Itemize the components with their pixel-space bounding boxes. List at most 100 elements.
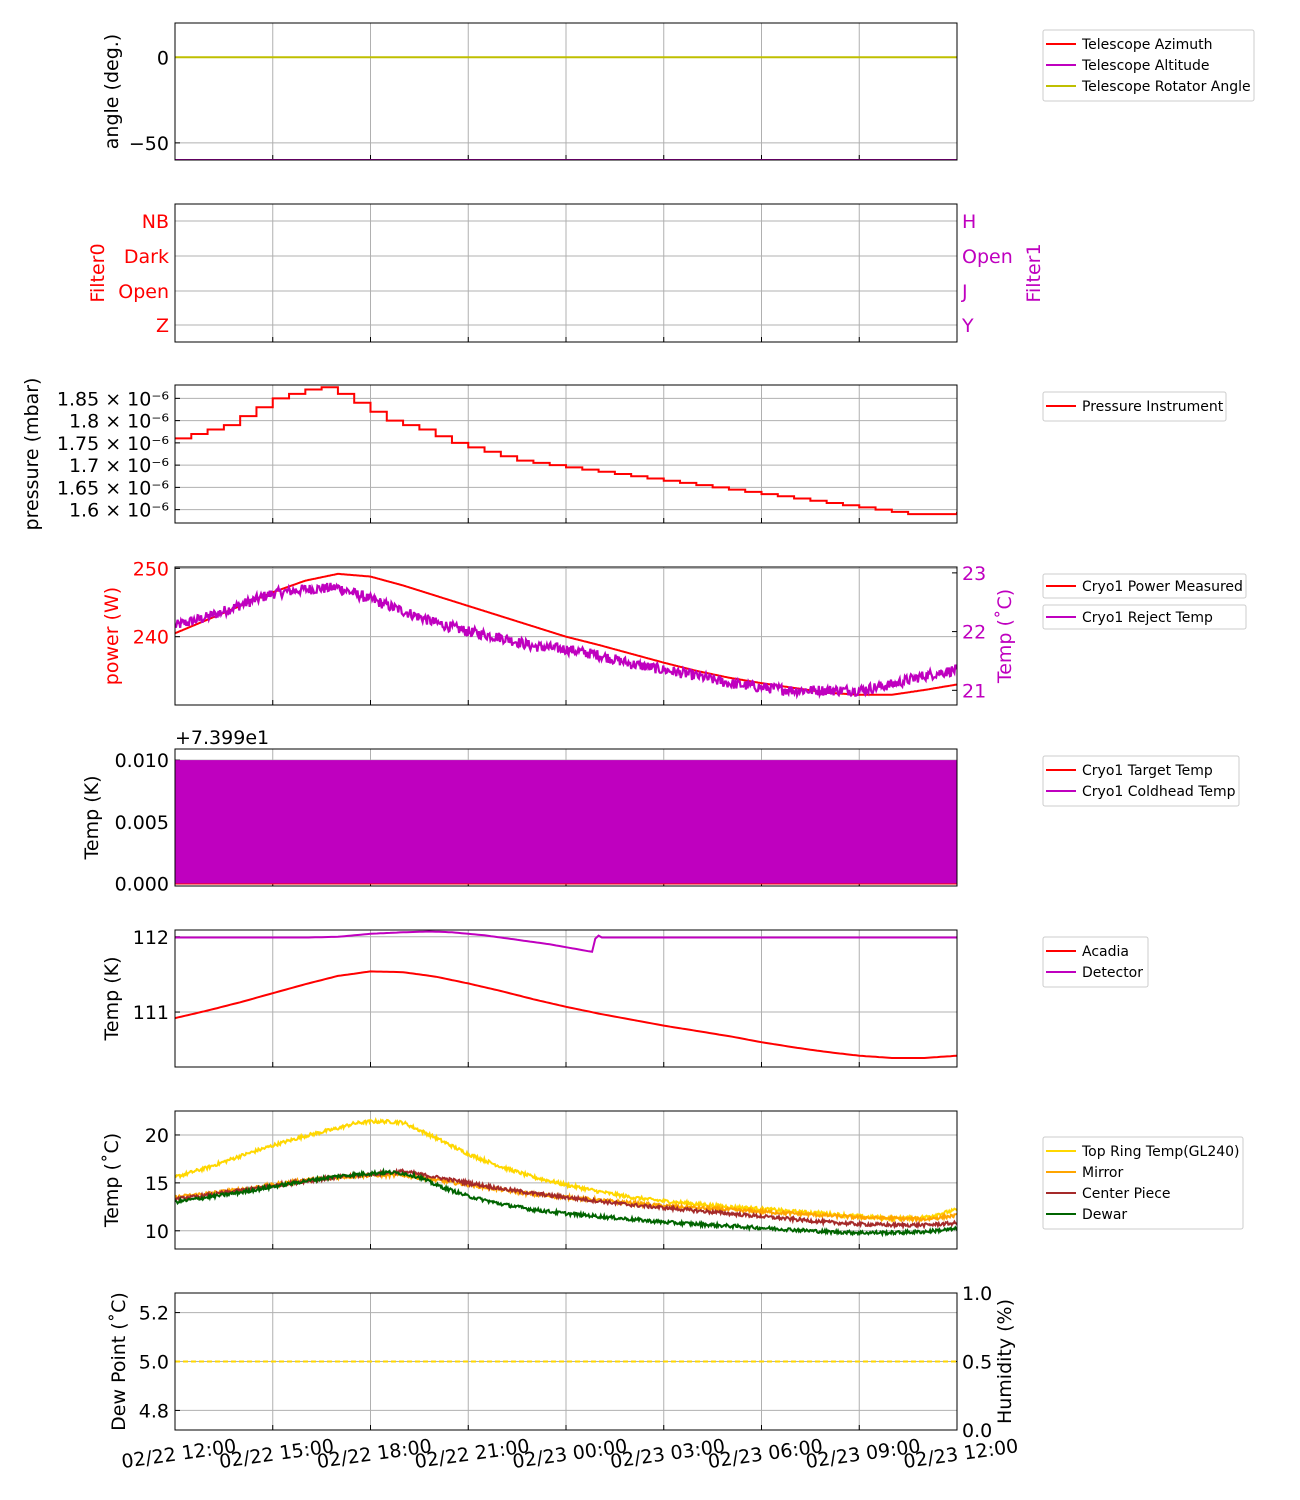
y-axis-label: power (W) [101,587,123,685]
legend-label: Detector [1082,965,1143,981]
panel-3: 1.85 × 10⁻⁶1.8 × 10⁻⁶1.75 × 10⁻⁶1.7 × 10… [21,378,1227,531]
legend-label: Cryo1 Reject Temp [1082,610,1213,626]
y-right-axis-label: Filter1 [1023,243,1045,302]
y-right-tick-label: 1.0 [962,1283,992,1305]
legend-box [1042,1136,1244,1230]
y-tick-label: 0 [157,47,169,69]
filter0-tick-label: Z [156,315,169,337]
filter0-tick-label: Dark [124,246,169,268]
filter0-tick-label: NB [142,211,169,233]
axes-frame [174,748,958,887]
axes-frame [174,384,958,524]
filter1-tick-label: Y [961,315,974,337]
axes-frame [174,1292,958,1431]
series-group [175,760,957,885]
legend: Cryo1 Target Temp Cryo1 Coldhead Temp [1042,755,1240,807]
panel-2: NB Dark Open Z H Open JY Filter0 Filter1 [87,203,1045,343]
panel-8: 5.2 5.0 4.8 1.0 0.5 0.0 Dew Point (˚C) Humidity… [108,1283,1016,1442]
offset-label: +7.399e1 [175,727,269,749]
y-tick-label: 112 [133,927,169,949]
series-detector [175,930,957,953]
y-axis-label: Temp (K) [81,776,103,861]
y-right-axis-label: Temp (˚C) [994,589,1016,684]
y-right-axis-label: Humidity (%) [994,1299,1016,1424]
y-tick-label: 1.6 × 10⁻⁶ [69,500,169,522]
y-right-tick-label: 21 [962,680,986,702]
filter1-tick-label: Open [962,246,1013,268]
y-tick-label: 1.75 × 10⁻⁶ [57,433,169,455]
legend-label: Center Piece [1082,1186,1171,1202]
panel-7: 20 15 10 Temp (˚C) Top Ring Temp(GL240) Mirro… [101,1110,1244,1250]
filter1-tick-label: J [961,281,968,303]
y-axis-label: Dew Point (˚C) [108,1292,130,1431]
x-tick-label: 02/23 12:00 [902,1435,1019,1473]
legend: Acadia Detector [1042,936,1149,988]
series-pressure-instrument [175,386,957,516]
y-tick-label: 0.000 [115,874,169,896]
series-cryo1-coldhead-temp [175,760,957,884]
legend-box [1042,573,1247,599]
series-acadia [175,970,957,1059]
y-tick-label: 5.2 [139,1303,169,1325]
y-tick-label: 5.0 [139,1352,169,1374]
y-tick-label: 10 [145,1221,169,1243]
axes-frame [174,203,958,343]
y-tick-label: 240 [133,627,169,649]
panel-6: 112 111 Temp (K) Acadia Detector [101,927,1149,1068]
legend-box [1042,604,1247,630]
legend: Top Ring Temp(GL240) Mirror Center Piece De… [1042,1136,1244,1230]
legend-label: Telescope Rotator Angle [1081,79,1251,95]
axes-frame [174,1110,958,1250]
y-right-tick-label: 0.5 [962,1352,992,1374]
y-axis-label: pressure (mbar) [21,378,43,531]
legend-label: Telescope Azimuth [1081,37,1212,53]
y-tick-label: 250 [133,558,169,580]
y-axis-label: angle (deg.) [101,34,123,149]
series-center-piece [175,1167,957,1231]
legend-label: Top Ring Temp(GL240) [1081,1144,1240,1160]
series-group [175,1116,957,1238]
legend-label: Mirror [1082,1165,1123,1181]
y-tick-label: 1.85 × 10⁻⁶ [57,388,169,410]
legend-label: Pressure Instrument [1082,399,1224,415]
legend-box [1042,936,1149,988]
legend: Cryo1 Power Measured Cryo1 Reject Temp [1042,573,1247,630]
y-tick-label: 0.005 [115,812,169,834]
filter0-tick-label: Open [118,281,169,303]
series-cryo1-reject-temp [175,582,957,700]
y-tick-label: 20 [145,1125,169,1147]
legend-label: Cryo1 Power Measured [1082,579,1243,595]
y-tick-label: 1.65 × 10⁻⁶ [57,477,169,499]
series-group [175,386,957,516]
legend-label: Dewar [1082,1207,1127,1223]
y-right-tick-label: 22 [962,622,986,644]
legend: Pressure Instrument [1042,391,1227,422]
panel-5: 0.010 0.005 0.000 Temp (K) +7.399e1 Cryo1 Tar… [81,727,1240,896]
legend-box [1042,29,1255,102]
axes-frame [174,566,958,706]
y-axis-label: Filter0 [87,243,109,302]
y-tick-label: 0.010 [115,750,169,772]
y-axis-label: Temp (˚C) [101,1133,123,1228]
series-top-ring-temp-gl240- [175,1116,957,1223]
axes-frame [174,22,958,161]
legend-label: Cryo1 Target Temp [1082,763,1213,779]
legend: Telescope Azimuth Telescope Altitude Teles… [1042,29,1255,102]
series-group [175,572,957,700]
series-group [175,56,957,160]
y-tick-label: 1.8 × 10⁻⁶ [69,411,169,433]
y-tick-label: 4.8 [139,1400,169,1422]
legend-label: Telescope Altitude [1081,58,1210,74]
legend-box [1042,391,1227,422]
y-right-tick-label: 23 [962,563,986,585]
y-tick-label: 1.7 × 10⁻⁶ [69,455,169,477]
legend-label: Cryo1 Coldhead Temp [1082,784,1236,800]
panel-4: 250 240 23 22 21 power (W) Temp (˚C) Cryo1 Powe… [101,558,1247,706]
y-tick-label: −50 [129,133,169,155]
y-axis-label: Temp (K) [101,957,123,1042]
y-right-tick-label: 0.0 [962,1420,992,1442]
y-tick-label: 15 [145,1173,169,1195]
